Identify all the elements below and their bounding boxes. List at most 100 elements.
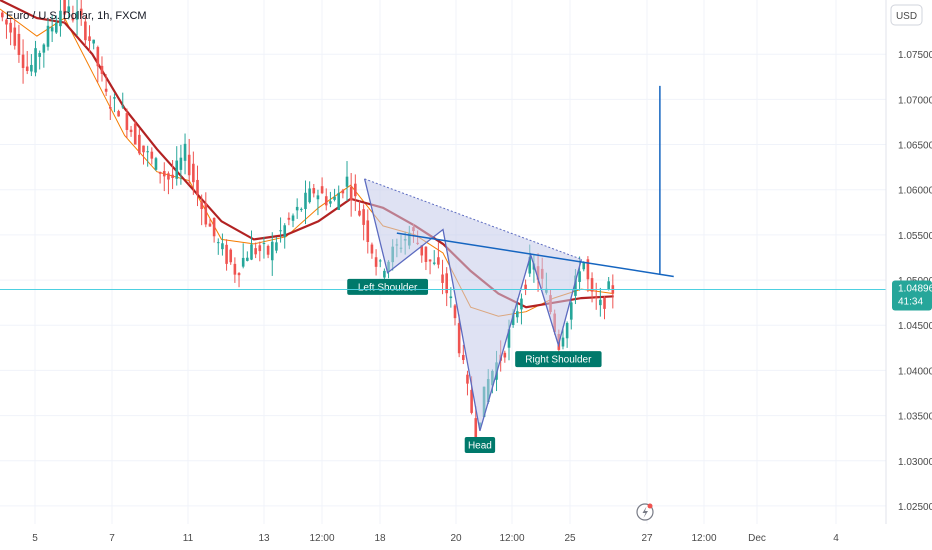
candle-body: [42, 44, 46, 53]
candle-body: [179, 157, 183, 170]
candle-body: [96, 47, 100, 67]
candle-body: [192, 163, 195, 183]
candle-body: [304, 192, 307, 210]
candle-body: [520, 298, 523, 310]
candle-body: [30, 64, 33, 72]
candle-body: [599, 299, 602, 306]
alert-icon[interactable]: [636, 503, 654, 521]
candle-body: [586, 259, 590, 280]
price-tick-label: 1.06500: [898, 141, 932, 152]
bar-countdown: 41:34: [898, 296, 923, 307]
pattern-label-text: Head: [468, 440, 492, 451]
current-price-value: 1.04896: [898, 283, 932, 294]
candle-body: [370, 244, 374, 254]
candle-body: [79, 8, 83, 16]
candle-body: [507, 329, 511, 348]
candle-body: [113, 97, 116, 99]
candle-body: [75, 11, 79, 20]
price-tick-label: 1.04000: [898, 366, 932, 377]
time-tick-label: 13: [258, 533, 270, 544]
price-tick-label: 1.04500: [898, 321, 932, 332]
candle-body: [511, 312, 515, 325]
candle-body: [316, 195, 320, 200]
right-shoulder-label: Right Shoulder: [515, 351, 602, 368]
candle-body: [594, 297, 598, 299]
candle-body: [221, 243, 224, 250]
candle-body: [158, 172, 162, 174]
time-tick-label: 5: [32, 533, 38, 544]
price-tick-label: 1.06000: [898, 186, 932, 197]
candle-body: [88, 36, 91, 41]
candle-body: [246, 257, 249, 261]
candle-body: [108, 107, 112, 109]
head-label: Head: [464, 436, 496, 453]
candle-body: [59, 10, 62, 27]
price-tick-label: 1.03000: [898, 457, 932, 468]
candle-body: [125, 113, 129, 130]
candle-body: [204, 203, 208, 225]
candle-body: [503, 352, 507, 358]
candle-body: [258, 245, 262, 252]
candle-body: [187, 154, 191, 176]
candle-body: [607, 281, 610, 290]
candle-body: [453, 305, 457, 319]
candle-body: [5, 19, 8, 25]
candle-body: [569, 302, 573, 320]
currency-button[interactable]: USD: [890, 4, 923, 26]
candle-body: [590, 278, 594, 292]
candle-body: [104, 88, 108, 92]
candle-body: [208, 223, 212, 227]
candle-body: [578, 271, 581, 282]
candle-body: [254, 248, 257, 255]
candle-body: [121, 106, 125, 108]
chart-title: Euro / U.S. Dollar, 1h, FXCM: [6, 10, 147, 22]
candle-body: [63, 0, 66, 15]
candle-body: [524, 284, 527, 290]
price-tick-label: 1.02500: [898, 502, 932, 513]
candle-body: [117, 111, 120, 117]
candle-body: [146, 151, 149, 153]
candle-body: [266, 245, 270, 255]
candle-body: [142, 145, 145, 153]
candle-body: [138, 134, 141, 154]
time-tick-label: 25: [564, 533, 576, 544]
candle-body: [13, 27, 17, 46]
candle-body: [349, 186, 353, 201]
candle-body: [133, 123, 137, 145]
pattern-label-box: [464, 436, 496, 453]
candle-body: [200, 202, 203, 210]
candle-body: [300, 208, 303, 210]
candle-body: [54, 22, 58, 33]
candle-body: [374, 257, 378, 267]
candle-body: [9, 22, 12, 33]
candle-body: [337, 192, 341, 210]
candle-body: [603, 297, 606, 309]
neckline-trendline: [396, 232, 674, 278]
candle-body: [150, 151, 154, 159]
candle-body: [34, 48, 37, 73]
time-tick-label: 12:00: [499, 533, 524, 544]
pattern-label-text: Left Shoulder: [358, 282, 418, 293]
candle-body: [462, 354, 465, 361]
candle-body: [445, 273, 448, 294]
candle-body: [162, 171, 166, 177]
candle-body: [466, 374, 469, 384]
candle-body: [432, 262, 436, 264]
time-tick-label: 4: [833, 533, 839, 544]
candle-body: [366, 220, 370, 242]
head-and-shoulders-pattern: Left Shoulder Head Right Shoulder: [347, 85, 674, 453]
candle-body: [270, 241, 274, 261]
candle-body: [84, 21, 87, 41]
candle-body: [565, 322, 569, 339]
candle-body: [449, 296, 453, 299]
candle-body: [38, 53, 41, 57]
pattern-outline: [363, 178, 583, 432]
currency-label: USD: [896, 11, 917, 22]
time-tick-label: 18: [374, 533, 386, 544]
time-tick-label: 7: [109, 533, 115, 544]
candle-body: [71, 17, 75, 21]
pattern-base-line: [364, 178, 582, 260]
candle-body: [457, 323, 461, 354]
candle-body: [154, 158, 158, 170]
